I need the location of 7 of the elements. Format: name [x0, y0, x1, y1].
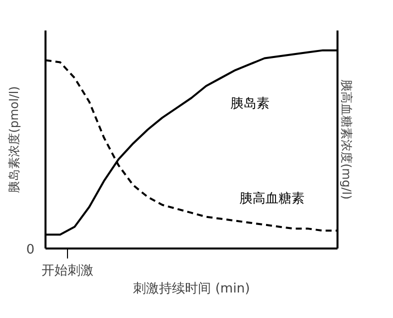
text: 开始刺激	[41, 264, 94, 278]
series-label: 胰高血糖素	[239, 190, 304, 206]
x-axis-title: 刺激持续时间 (min)	[133, 282, 250, 296]
y2-axis-title: 胰高血糖素浓度(mg/l)	[340, 79, 354, 200]
y-axis-title: 胰岛素浓度(pmol/l)	[7, 86, 22, 193]
series-label: 胰岛素	[230, 96, 270, 112]
text: 0	[26, 242, 35, 258]
